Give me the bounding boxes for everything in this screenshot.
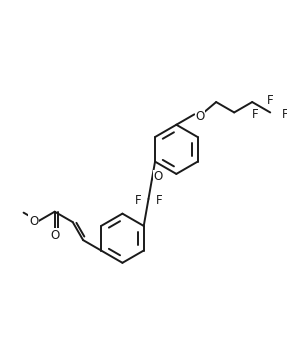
Text: O: O bbox=[154, 170, 163, 183]
Text: O: O bbox=[29, 215, 38, 228]
Text: F: F bbox=[267, 93, 274, 107]
Text: O: O bbox=[195, 110, 205, 123]
Text: F: F bbox=[252, 108, 258, 121]
Text: F: F bbox=[156, 194, 163, 207]
Text: O: O bbox=[50, 229, 59, 242]
Text: F: F bbox=[282, 108, 287, 121]
Text: F: F bbox=[135, 194, 141, 207]
